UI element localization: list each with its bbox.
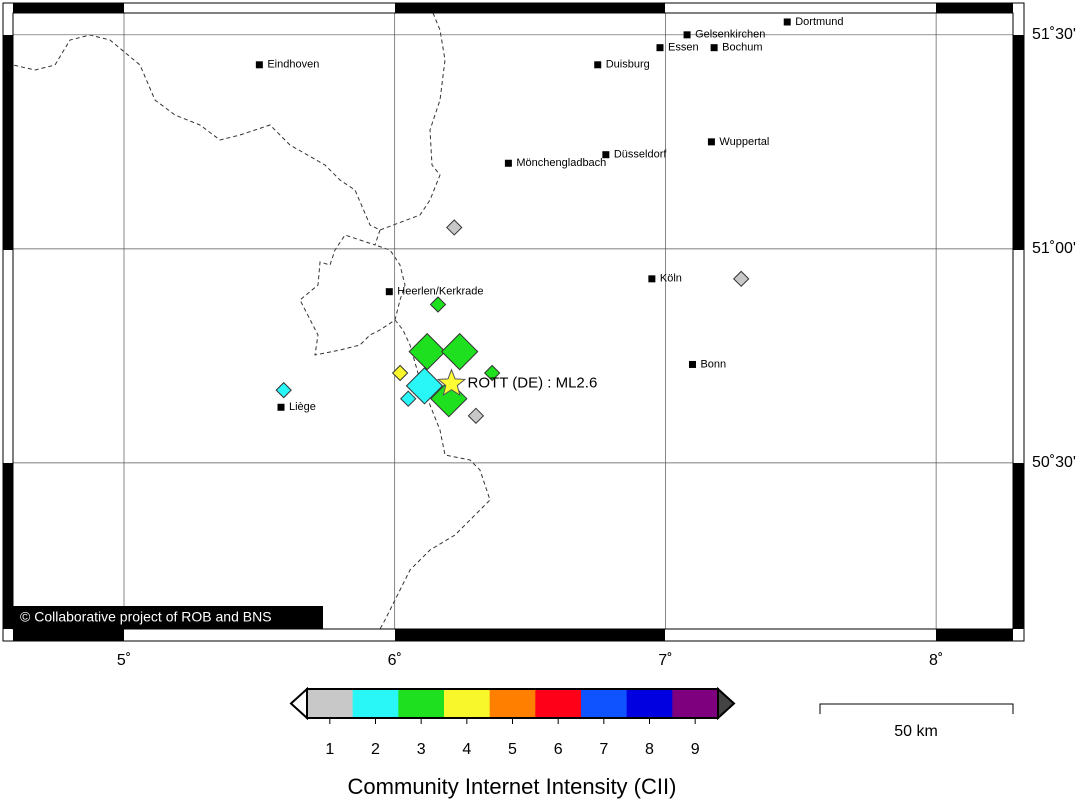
colorbar-outline	[306, 688, 719, 719]
city-marker	[783, 18, 791, 26]
colorbar-swatch	[352, 689, 399, 718]
city-marker	[648, 275, 656, 283]
city-label: Mönchengladbach	[516, 157, 606, 169]
intensity-report	[391, 364, 409, 382]
city-label: Bonn	[700, 358, 726, 370]
intensity-report	[429, 296, 447, 313]
colorbar-swatch	[489, 689, 536, 718]
colorbar-low-end	[289, 686, 308, 721]
city-label: Köln	[660, 273, 682, 285]
colorbar-label: 8	[645, 741, 654, 758]
city-label: Eindhoven	[267, 59, 319, 71]
intensity-report	[446, 219, 463, 236]
city-marker	[683, 31, 691, 39]
colorbar-title: Community Internet Intensity (CII)	[348, 774, 677, 799]
city-marker	[656, 44, 664, 52]
intensity-report	[400, 390, 417, 407]
scalebar	[819, 703, 1014, 714]
city-label: Duisburg	[606, 59, 650, 71]
colorbar-high-end	[717, 686, 736, 721]
scalebar-label: 50 km	[894, 723, 938, 740]
y-tick-label: 51˚30'	[1032, 26, 1076, 43]
city-label: Heerlen/Kerkrade	[397, 286, 483, 298]
colorbar-label: 1	[325, 741, 334, 758]
colorbar-label: 5	[508, 741, 517, 758]
city-marker	[277, 403, 285, 411]
city-label: Gelsenkirchen	[695, 29, 765, 41]
credit-box	[13, 606, 323, 629]
colorbar-swatch	[307, 689, 354, 718]
city-marker	[707, 138, 715, 146]
colorbar-swatch	[626, 689, 673, 718]
intensity-report	[733, 270, 750, 288]
colorbar-label: 3	[417, 741, 426, 758]
city-label: Wuppertal	[719, 136, 769, 148]
city-label: Dortmund	[795, 16, 843, 28]
city-marker	[710, 44, 718, 52]
city-marker	[594, 61, 602, 69]
city-label: Essen	[668, 42, 699, 54]
colorbar-swatch	[581, 689, 628, 718]
city-marker	[504, 159, 512, 167]
city-marker	[602, 151, 610, 159]
map-area	[13, 13, 1013, 629]
colorbar-swatch	[535, 689, 582, 718]
x-tick-label: 5˚	[117, 652, 131, 669]
city-label: Liège	[289, 401, 316, 413]
city-label: Bochum	[722, 42, 762, 54]
intensity-report	[408, 332, 446, 371]
y-tick-label: 50˚30'	[1032, 454, 1076, 471]
epicenter-label: ROTT (DE) : ML2.6	[468, 375, 598, 392]
x-tick-label: 6˚	[388, 652, 402, 669]
colorbar-swatch	[444, 689, 491, 718]
intensity-report	[275, 381, 292, 399]
x-tick-label: 7˚	[658, 652, 672, 669]
colorbar-swatch	[398, 689, 445, 718]
colorbar-label: 4	[462, 741, 471, 758]
colorbar-label: 6	[554, 741, 563, 758]
city-marker	[255, 61, 263, 69]
city-marker	[688, 360, 696, 368]
intensity-report	[483, 364, 501, 382]
city-label: Düsseldorf	[614, 149, 668, 161]
x-tick-label: 8˚	[929, 652, 943, 669]
y-tick-label: 51˚00'	[1032, 240, 1076, 257]
frame	[2, 2, 1025, 642]
intensity-report	[440, 332, 479, 371]
colorbar-swatch	[672, 689, 719, 718]
credit: © Collaborative project of ROB and BNS	[20, 609, 272, 625]
intensity-report	[405, 367, 444, 405]
colorbar-label: 2	[371, 741, 380, 758]
intensity-report	[467, 407, 485, 425]
colorbar-label: 7	[599, 741, 608, 758]
epicenter	[436, 368, 467, 397]
city-marker	[385, 288, 393, 296]
colorbar-label: 9	[691, 741, 700, 758]
border	[12, 12, 491, 630]
